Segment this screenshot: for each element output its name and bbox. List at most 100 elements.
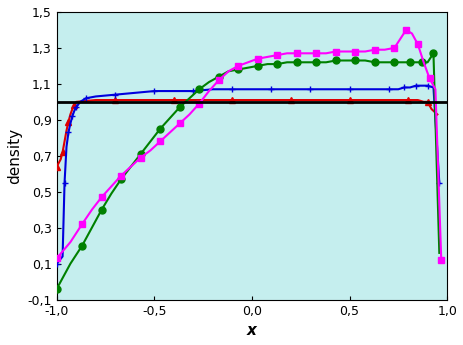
ε = 0.05 (371, 60, 377, 65)
ε = 0.01 (54, 262, 59, 266)
ε = 0.001 (326, 98, 332, 102)
ε = 0.001 (69, 107, 75, 111)
ε = 0.05 (54, 287, 59, 291)
ε = 0.01 (436, 181, 441, 185)
ε = 0.1 (215, 78, 221, 82)
ε = 0.001 (56, 161, 61, 165)
ε = 0.01 (77, 100, 83, 104)
ε = 0.1 (108, 184, 114, 188)
ε = 0.05 (430, 51, 435, 55)
ε = 0.05 (418, 60, 424, 65)
ε = 0.1 (420, 60, 425, 65)
ε = 0.05 (79, 244, 85, 248)
ε = 0.001 (66, 120, 71, 124)
ε = 0.05 (332, 58, 338, 62)
ε = 0.01 (210, 87, 215, 91)
ε = 0.05 (362, 58, 367, 62)
ε = 0.1 (79, 222, 85, 226)
ε = 0.1 (313, 51, 319, 55)
ε = 0.1 (284, 51, 289, 55)
ε = 0.1 (438, 258, 443, 262)
ε = 0.1 (391, 46, 396, 50)
Y-axis label: density: density (7, 128, 22, 184)
ε = 0.05 (196, 87, 201, 91)
ε = 0.01 (385, 87, 390, 91)
ε = 0.01 (73, 105, 79, 109)
ε = 0.05 (381, 60, 387, 65)
ε = 0.05 (264, 62, 270, 66)
ε = 0.1 (432, 87, 437, 91)
X-axis label: x: x (246, 323, 257, 338)
ε = 0.01 (430, 86, 435, 90)
ε = 0.01 (71, 109, 77, 113)
ε = 0.05 (186, 96, 192, 100)
ε = 0.05 (424, 60, 430, 65)
ε = 0.1 (128, 165, 133, 169)
ε = 0.001 (434, 112, 439, 117)
ε = 0.1 (235, 64, 240, 68)
ε = 0.1 (381, 48, 387, 52)
ε = 0.05 (436, 251, 441, 255)
ε = 0.1 (303, 51, 309, 55)
ε = 0.001 (60, 150, 65, 154)
ε = 0.1 (89, 208, 94, 212)
ε = 0.01 (365, 87, 371, 91)
ε = 0.05 (400, 60, 406, 65)
ε = 0.05 (118, 177, 124, 181)
ε = 0.01 (400, 86, 406, 90)
ε = 0.1 (342, 49, 348, 53)
ε = 0.001 (420, 100, 425, 104)
ε = 0.001 (307, 98, 313, 102)
ε = 0.1 (274, 53, 280, 57)
ε = 0.05 (176, 105, 182, 109)
ε = 0.01 (62, 181, 67, 185)
ε = 0.05 (412, 60, 418, 65)
ε = 0.001 (346, 98, 351, 102)
ε = 0.01 (249, 87, 254, 91)
ε = 0.05 (407, 60, 412, 65)
ε = 0.1 (371, 48, 377, 52)
ε = 0.05 (225, 69, 231, 73)
ε = 0.001 (268, 98, 274, 102)
ε = 0.01 (407, 86, 412, 90)
ε = 0.01 (93, 95, 98, 99)
ε = 0.1 (362, 49, 367, 53)
ε = 0.1 (54, 256, 59, 260)
ε = 0.05 (206, 80, 211, 84)
ε = 0.05 (323, 60, 328, 65)
ε = 0.001 (404, 98, 410, 102)
ε = 0.1 (206, 89, 211, 93)
ε = 0.1 (99, 195, 104, 199)
ε = 0.1 (68, 240, 73, 244)
ε = 0.1 (138, 156, 143, 160)
ε = 0.01 (112, 92, 118, 97)
ε = 0.05 (352, 58, 357, 62)
ε = 0.001 (151, 98, 157, 102)
ε = 0.1 (426, 76, 432, 80)
ε = 0.05 (245, 66, 250, 70)
ε = 0.01 (69, 114, 75, 118)
ε = 0.001 (288, 98, 293, 102)
ε = 0.001 (210, 98, 215, 102)
ε = 0.001 (365, 98, 371, 102)
ε = 0.1 (414, 42, 420, 46)
ε = 0.001 (73, 100, 79, 104)
ε = 0.001 (63, 129, 69, 133)
ε = 0.05 (342, 58, 348, 62)
ε = 0.05 (303, 60, 309, 65)
ε = 0.01 (68, 121, 73, 126)
Line: ε = 0.1: ε = 0.1 (54, 27, 443, 263)
ε = 0.05 (284, 60, 289, 65)
Line: ε = 0.05: ε = 0.05 (53, 50, 442, 292)
ε = 0.1 (176, 121, 182, 126)
ε = 0.001 (68, 112, 73, 117)
ε = 0.001 (229, 98, 235, 102)
ε = 0.1 (332, 49, 338, 53)
ε = 0.05 (128, 165, 133, 169)
ε = 0.01 (268, 87, 274, 91)
ε = 0.05 (68, 262, 73, 266)
ε = 0.01 (418, 83, 424, 88)
ε = 0.001 (414, 98, 420, 102)
ε = 0.05 (99, 208, 104, 212)
ε = 0.01 (307, 87, 313, 91)
